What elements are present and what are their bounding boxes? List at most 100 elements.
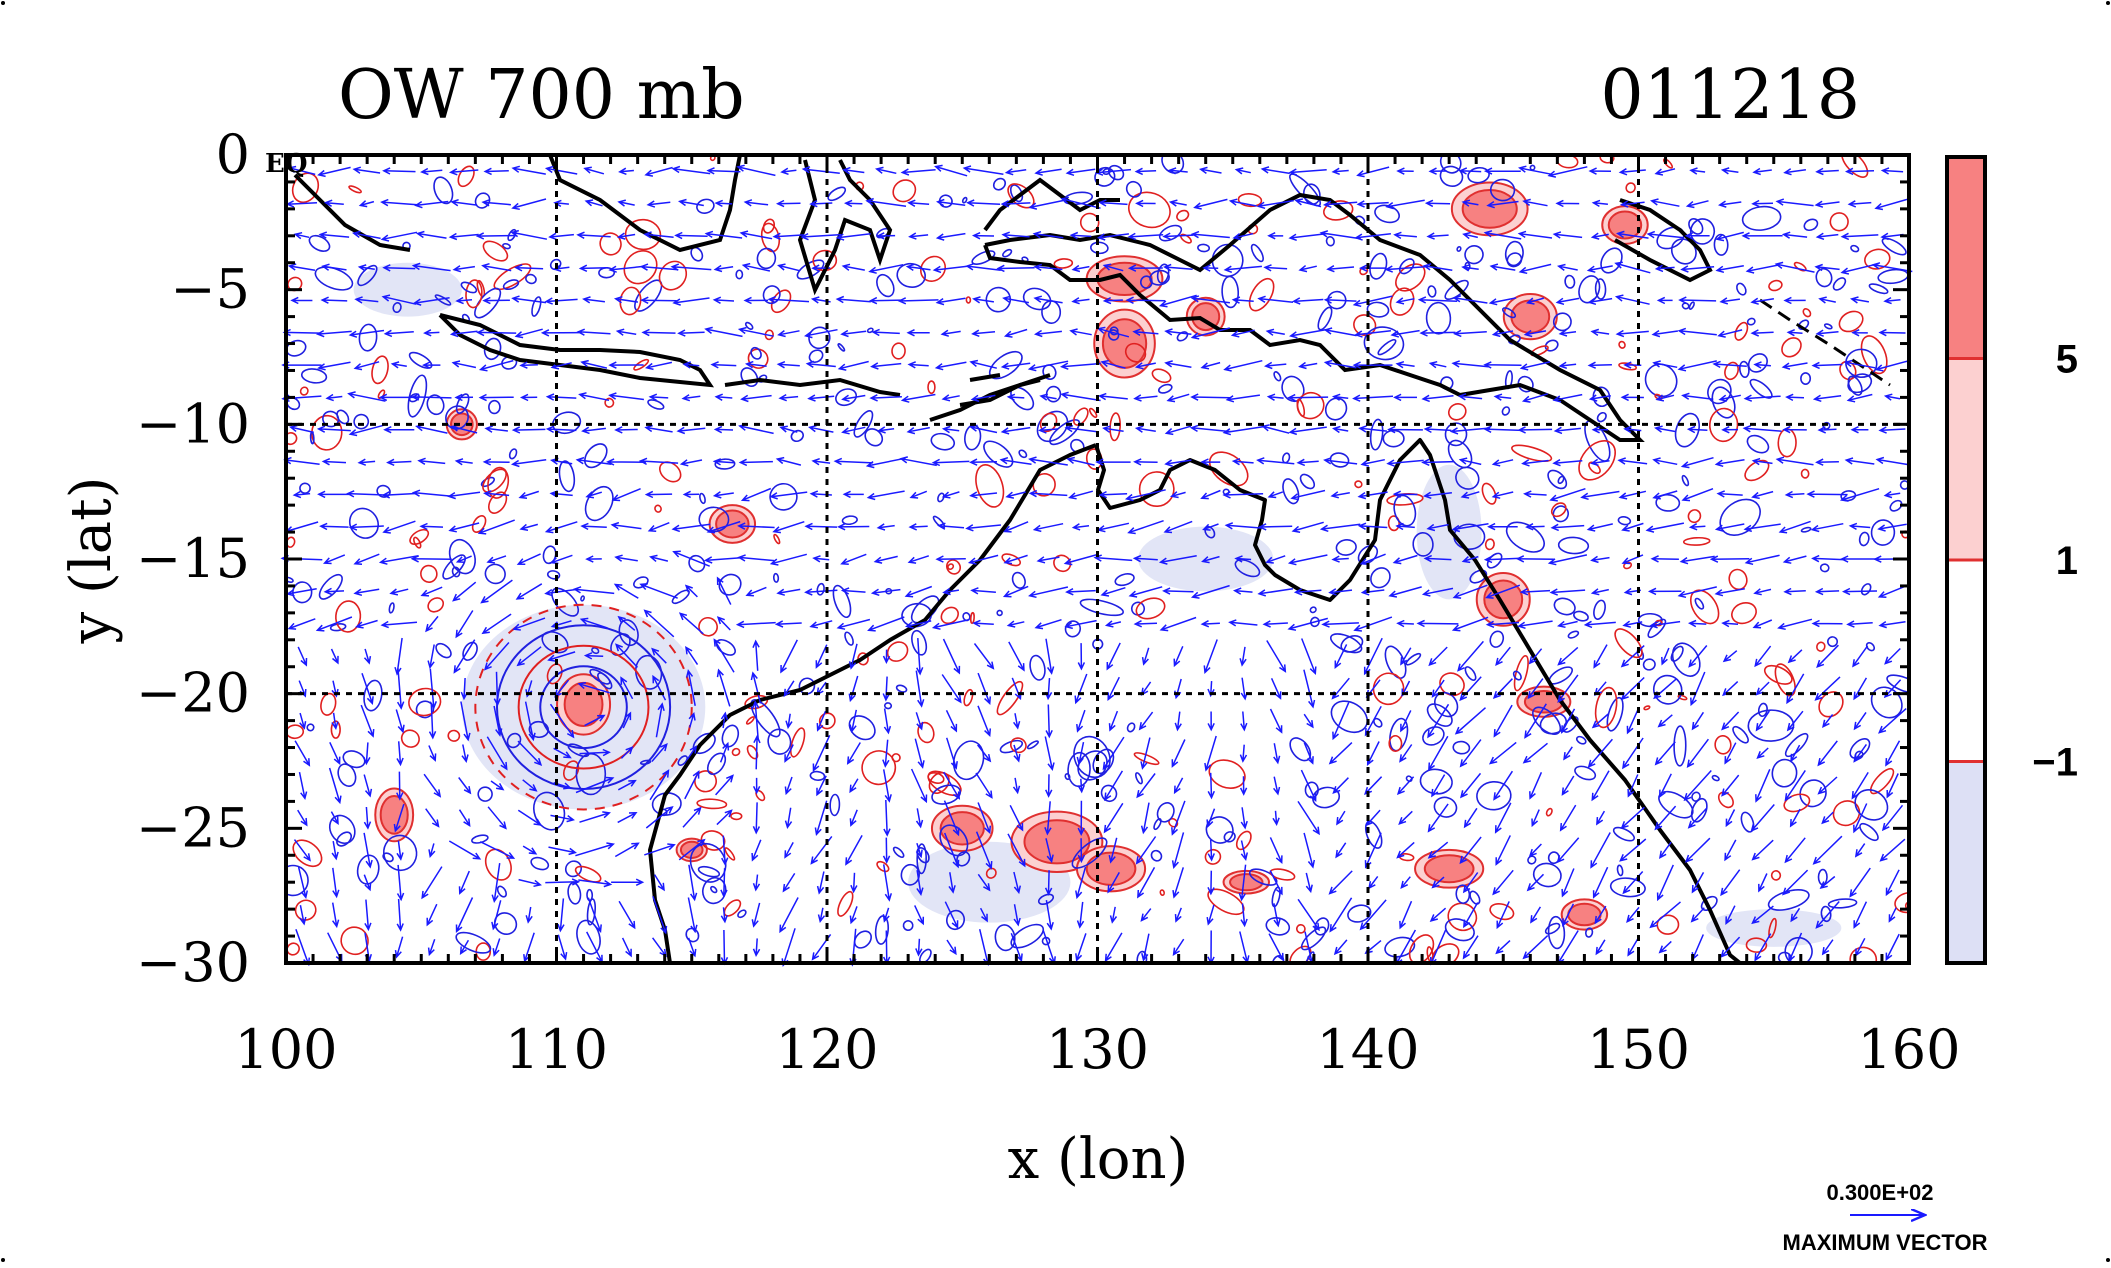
negative-ow-contour	[358, 323, 378, 352]
wind-vector	[943, 800, 960, 837]
wind-vector	[613, 583, 639, 599]
date-label: 011218	[1600, 56, 1860, 135]
wind-vector	[519, 523, 538, 531]
negative-ow-contour	[1094, 166, 1116, 187]
negative-ow-contour	[750, 346, 762, 360]
wind-vector	[805, 360, 836, 368]
negative-ow-contour	[971, 250, 996, 265]
negative-ow-contour	[1469, 569, 1488, 584]
negative-ow-contour	[1501, 307, 1517, 319]
wind-vector	[1190, 393, 1231, 401]
wind-vector	[1256, 199, 1294, 210]
wind-vector	[1623, 425, 1642, 434]
wind-vector	[934, 164, 968, 177]
positive-ow-contour	[1770, 870, 1782, 881]
negative-ow-contour	[1616, 864, 1624, 877]
wind-vector	[1652, 360, 1678, 369]
wind-vector	[1396, 167, 1414, 175]
positive-ow-contour	[413, 536, 422, 549]
wind-vector	[1811, 619, 1843, 628]
wind-vector	[1691, 872, 1705, 894]
wind-vector	[1393, 393, 1417, 402]
wind-vector	[1232, 587, 1253, 595]
wind-vector	[348, 329, 385, 338]
negative-ow-contour	[808, 326, 831, 350]
positive-ow-contour	[330, 720, 341, 739]
wind-vector	[1619, 200, 1645, 208]
wind-vectors	[280, 164, 1913, 967]
wind-vector	[1321, 620, 1359, 628]
wind-vector	[915, 808, 924, 829]
wind-vector	[1135, 836, 1157, 865]
wind-vector	[1586, 523, 1613, 532]
positive-ow-contour	[1481, 482, 1497, 505]
positive-ow-contour	[409, 528, 430, 545]
wind-vector	[1595, 939, 1606, 956]
wind-vector	[646, 200, 671, 208]
negative-ow-contour	[1858, 531, 1870, 547]
wind-vector	[712, 458, 735, 466]
negative-ow-contour	[633, 576, 649, 589]
negative-ow-contour	[392, 302, 402, 314]
positive-ow-contour	[1088, 407, 1098, 419]
negative-ow-contour	[292, 581, 313, 604]
wind-vector	[1190, 230, 1230, 239]
positive-ow-region	[939, 811, 985, 846]
wind-vector	[448, 840, 482, 860]
negative-ow-contour	[1800, 526, 1812, 533]
wind-vector	[1492, 869, 1514, 896]
positive-ow-contour	[1745, 937, 1768, 953]
colorbar-label: 5	[2056, 338, 2078, 382]
wind-vector	[458, 777, 472, 795]
wind-vector	[966, 199, 1001, 207]
positive-ow-contour	[1109, 412, 1121, 442]
wind-vector	[867, 616, 905, 632]
wind-vector	[1848, 522, 1871, 531]
negative-ow-contour	[1079, 598, 1124, 617]
wind-vector	[578, 264, 609, 272]
wind-vector	[1593, 644, 1608, 669]
wind-vector	[382, 264, 416, 272]
wind-vector	[1658, 940, 1672, 954]
wind-vector	[769, 553, 807, 566]
wind-vector	[1006, 393, 1025, 401]
negative-ow-contour	[1557, 536, 1590, 555]
wind-vector	[643, 609, 675, 638]
colorbar-label: 1	[2056, 539, 2078, 583]
negative-ow-contour	[1157, 383, 1173, 394]
negative-ow-contour	[1747, 353, 1768, 373]
wind-vector	[1332, 777, 1349, 795]
positive-ow-contour	[1849, 946, 1878, 963]
wind-vector	[1815, 901, 1840, 929]
wind-vector	[395, 709, 405, 734]
wind-vector	[1561, 868, 1575, 898]
negative-ow-contour	[1071, 837, 1108, 869]
negative-ow-contour	[1747, 709, 1795, 742]
wind-vector	[1012, 777, 1021, 795]
wind-vector	[491, 900, 502, 931]
wind-vector	[1819, 875, 1836, 889]
wind-vector	[1458, 167, 1482, 175]
colorbar-frame	[1945, 155, 1987, 965]
wind-vector	[579, 617, 608, 629]
positive-ow-contour	[1662, 158, 1674, 169]
wind-vector	[1132, 554, 1158, 563]
wind-vector	[1207, 839, 1215, 862]
wind-vector	[1164, 425, 1192, 436]
wind-vector	[364, 899, 372, 932]
wind-vector	[1167, 167, 1188, 175]
wind-vector	[287, 618, 316, 630]
wind-vector	[1388, 586, 1422, 598]
wind-vector	[1717, 200, 1742, 208]
wind-vector	[360, 704, 375, 738]
wind-vector	[450, 198, 478, 207]
x-axis-label: x (lon)	[1008, 1127, 1189, 1192]
wind-vector	[1687, 619, 1707, 628]
negative-ow-contour	[1234, 559, 1261, 578]
wind-vector	[481, 613, 512, 635]
positive-ow-contour	[1322, 200, 1354, 221]
negative-ow-contour	[1501, 406, 1511, 416]
wind-vector	[321, 458, 347, 466]
x-tick-label: 110	[505, 1018, 608, 1081]
wind-vector	[1783, 587, 1806, 596]
